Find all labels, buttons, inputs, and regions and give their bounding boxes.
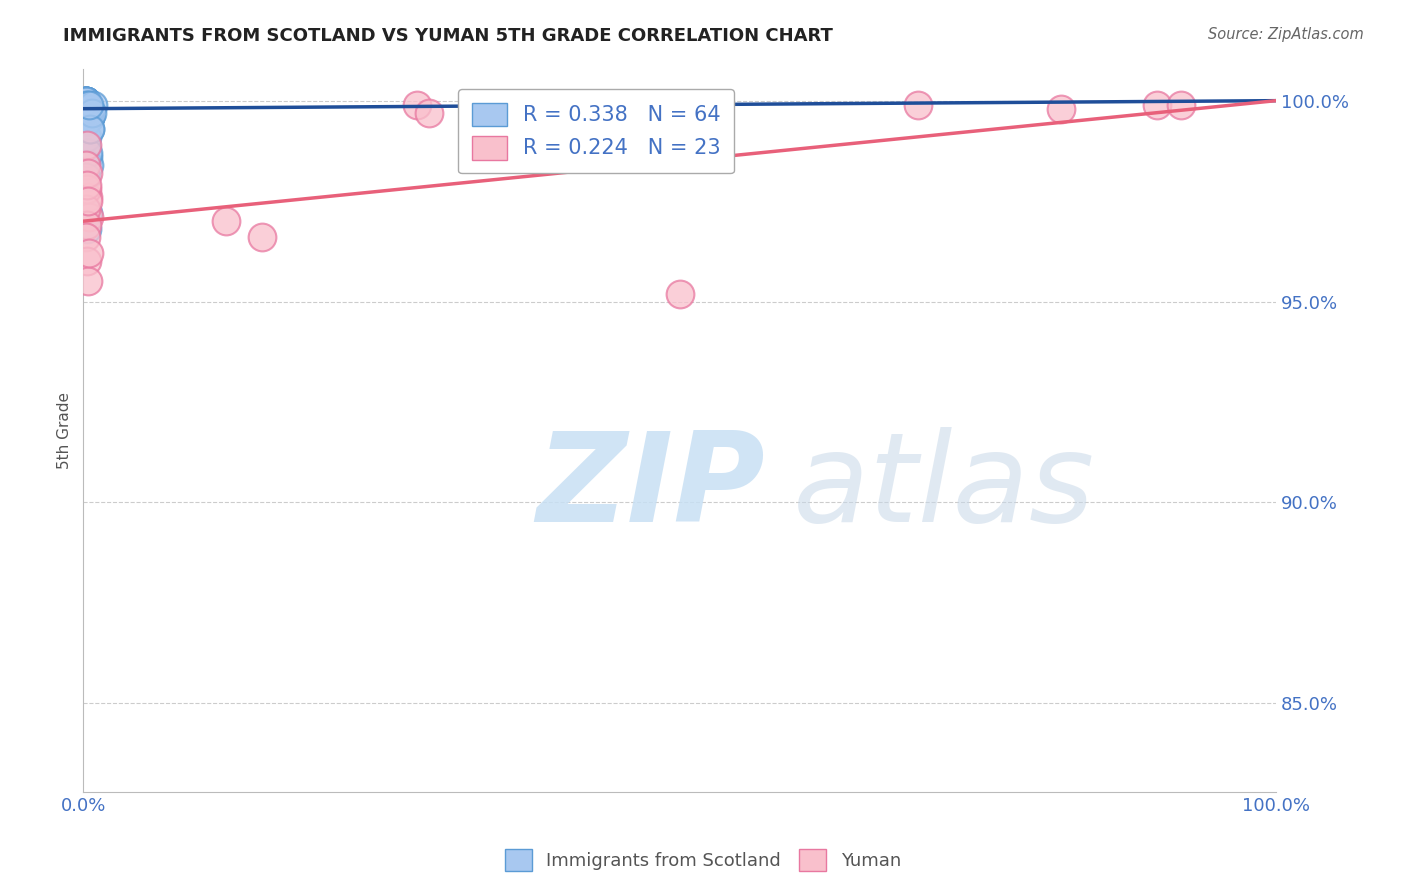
- Point: [1050, 102, 1073, 116]
- Point: [77, 97, 100, 112]
- Y-axis label: 5th Grade: 5th Grade: [58, 392, 72, 468]
- Point: [79, 121, 101, 136]
- Point: [77, 102, 100, 116]
- Point: [77, 102, 100, 116]
- Point: [79, 110, 101, 124]
- Point: [77, 105, 100, 120]
- Point: [77, 246, 100, 260]
- Point: [77, 105, 100, 120]
- Point: [75, 169, 97, 184]
- Point: [77, 102, 100, 116]
- Point: [76, 97, 98, 112]
- Point: [77, 105, 100, 120]
- Point: [77, 158, 100, 172]
- Point: [79, 121, 101, 136]
- Point: [75, 158, 97, 172]
- Point: [79, 110, 101, 124]
- Point: [75, 94, 97, 108]
- Point: [76, 129, 98, 144]
- Point: [76, 97, 98, 112]
- Point: [1146, 97, 1168, 112]
- Point: [77, 102, 100, 116]
- Legend: Immigrants from Scotland, Yuman: Immigrants from Scotland, Yuman: [498, 842, 908, 879]
- Point: [77, 102, 100, 116]
- Point: [77, 105, 100, 120]
- Point: [77, 210, 100, 224]
- Point: [77, 105, 100, 120]
- Point: [75, 94, 97, 108]
- Point: [77, 150, 100, 164]
- Point: [76, 222, 98, 236]
- Point: [80, 105, 103, 120]
- Point: [76, 97, 98, 112]
- Point: [75, 94, 97, 108]
- Point: [75, 230, 97, 244]
- Point: [75, 94, 97, 108]
- Point: [79, 110, 101, 124]
- Point: [76, 97, 98, 112]
- Legend: R = 0.338   N = 64, R = 0.224   N = 23: R = 0.338 N = 64, R = 0.224 N = 23: [458, 89, 734, 173]
- Point: [76, 178, 98, 192]
- Point: [77, 105, 100, 120]
- Point: [76, 97, 98, 112]
- Point: [77, 145, 100, 160]
- Point: [406, 97, 429, 112]
- Point: [77, 105, 100, 120]
- Point: [215, 214, 238, 228]
- Point: [76, 97, 98, 112]
- Point: [418, 105, 440, 120]
- Point: [77, 166, 100, 180]
- Text: Source: ZipAtlas.com: Source: ZipAtlas.com: [1208, 27, 1364, 42]
- Point: [250, 230, 273, 244]
- Point: [75, 94, 97, 108]
- Point: [75, 94, 97, 108]
- Point: [77, 275, 100, 289]
- Point: [76, 97, 98, 112]
- Point: [76, 97, 98, 112]
- Point: [77, 102, 100, 116]
- Point: [76, 218, 98, 232]
- Point: [1170, 97, 1192, 112]
- Point: [75, 94, 97, 108]
- Point: [76, 97, 98, 112]
- Point: [75, 202, 97, 216]
- Point: [76, 254, 98, 268]
- Point: [77, 102, 100, 116]
- Point: [77, 194, 100, 208]
- Point: [76, 97, 98, 112]
- Text: ZIP: ZIP: [537, 427, 765, 549]
- Point: [77, 105, 100, 120]
- Point: [75, 94, 97, 108]
- Point: [76, 113, 98, 128]
- Point: [79, 110, 101, 124]
- Point: [76, 97, 98, 112]
- Point: [76, 97, 98, 112]
- Point: [76, 182, 98, 196]
- Point: [75, 94, 97, 108]
- Point: [77, 102, 100, 116]
- Point: [82, 97, 104, 112]
- Text: IMMIGRANTS FROM SCOTLAND VS YUMAN 5TH GRADE CORRELATION CHART: IMMIGRANTS FROM SCOTLAND VS YUMAN 5TH GR…: [63, 27, 834, 45]
- Point: [668, 286, 690, 301]
- Point: [75, 137, 97, 152]
- Point: [77, 105, 100, 120]
- Point: [75, 94, 97, 108]
- Point: [77, 102, 100, 116]
- Point: [77, 102, 100, 116]
- Point: [76, 97, 98, 112]
- Point: [75, 94, 97, 108]
- Text: atlas: atlas: [793, 427, 1095, 549]
- Point: [76, 97, 98, 112]
- Point: [77, 206, 100, 220]
- Point: [77, 102, 100, 116]
- Point: [77, 102, 100, 116]
- Point: [907, 97, 929, 112]
- Point: [77, 190, 100, 204]
- Point: [76, 137, 98, 152]
